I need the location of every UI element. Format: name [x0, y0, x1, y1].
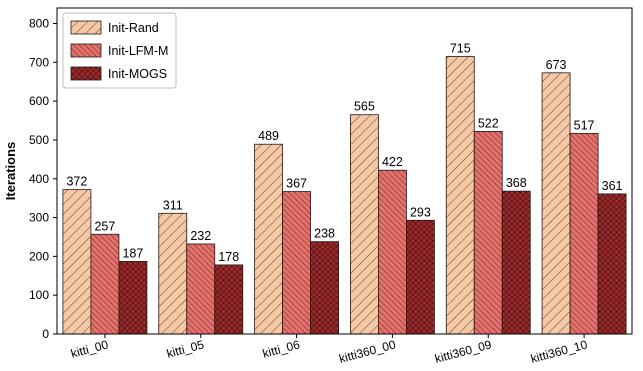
bar-hatch: [62, 189, 91, 334]
data-labels-group: 372 257 187 311 232 178 489 367 238 565 422 293 715 5…: [66, 42, 622, 264]
bar-hatch: [378, 170, 407, 334]
bar-hatch: [474, 131, 503, 334]
data-label: 187: [122, 246, 143, 260]
y-tick-label: 500: [29, 133, 49, 147]
y-tick-label: 200: [29, 249, 49, 263]
y-tick-label: 100: [29, 288, 49, 302]
data-label: 367: [286, 177, 307, 191]
data-label: 361: [602, 179, 623, 193]
bar-hatch: [446, 56, 475, 335]
bar-hatch: [186, 243, 215, 334]
legend-swatch-outline: [70, 20, 102, 35]
bar-hatch: [214, 264, 243, 334]
x-tick-label: kitti360_10: [529, 337, 589, 366]
data-label: 715: [450, 42, 471, 56]
legend-swatch-outline: [70, 43, 102, 58]
data-label: 238: [314, 227, 335, 241]
data-label: 522: [478, 116, 499, 130]
bar-hatch: [502, 191, 531, 334]
bar-hatch: [90, 234, 119, 334]
bar-hatch: [310, 241, 339, 334]
data-label: 368: [506, 176, 527, 190]
y-axis: 0 100 200 300 400 500 600 700 800: [29, 17, 57, 341]
legend-swatch-hatch: [71, 21, 101, 34]
data-label: 293: [410, 205, 431, 219]
legend-label: Init-LFM-M: [108, 44, 168, 58]
bar-hatch: [350, 114, 379, 334]
legend-label: Init-Rand: [108, 21, 159, 35]
data-label: 565: [354, 100, 375, 114]
y-tick-label: 600: [29, 94, 49, 108]
y-axis-title: Iterations: [3, 142, 18, 201]
data-label: 673: [546, 58, 567, 72]
bar-hatch: [542, 72, 571, 335]
legend-swatch-hatch: [71, 44, 101, 57]
bar-hatch: [254, 144, 283, 334]
bar-hatch: [598, 193, 627, 334]
x-axis: kitti_00 kitti_05 kitti_06 kitti360_00 kitti…: [69, 334, 589, 366]
bar-hatch: [570, 133, 599, 334]
bar-hatch: [158, 213, 187, 334]
y-tick-label: 300: [29, 211, 49, 225]
bars-group: [62, 56, 627, 335]
data-label: 232: [190, 229, 211, 243]
y-tick-label: 0: [42, 327, 49, 341]
legend-label: Init-MOGS: [108, 67, 167, 81]
data-label: 178: [218, 250, 239, 264]
bar-hatch: [118, 261, 147, 334]
data-label: 422: [382, 155, 403, 169]
bar-hatch: [406, 220, 435, 334]
x-tick-label: kitti_06: [261, 337, 302, 360]
legend-swatch-outline: [70, 66, 102, 81]
data-label: 489: [258, 129, 279, 143]
y-tick-label: 800: [29, 17, 49, 31]
bar-hatch: [282, 191, 311, 334]
legend: Init-Rand Init-LFM-M Init-MOGS: [62, 12, 177, 89]
x-tick-label: kitti360_00: [338, 337, 398, 366]
x-tick-label: kitti_00: [69, 337, 110, 360]
data-label: 257: [94, 219, 115, 233]
x-tick-label: kitti_05: [165, 337, 206, 360]
y-tick-label: 700: [29, 55, 49, 69]
legend-swatch-hatch: [71, 67, 101, 80]
data-label: 372: [66, 175, 87, 189]
data-label: 517: [574, 118, 595, 132]
y-tick-label: 400: [29, 172, 49, 186]
data-label: 311: [163, 198, 183, 212]
x-tick-label: kitti360_09: [433, 337, 493, 366]
plot-frame: [56, 7, 633, 335]
